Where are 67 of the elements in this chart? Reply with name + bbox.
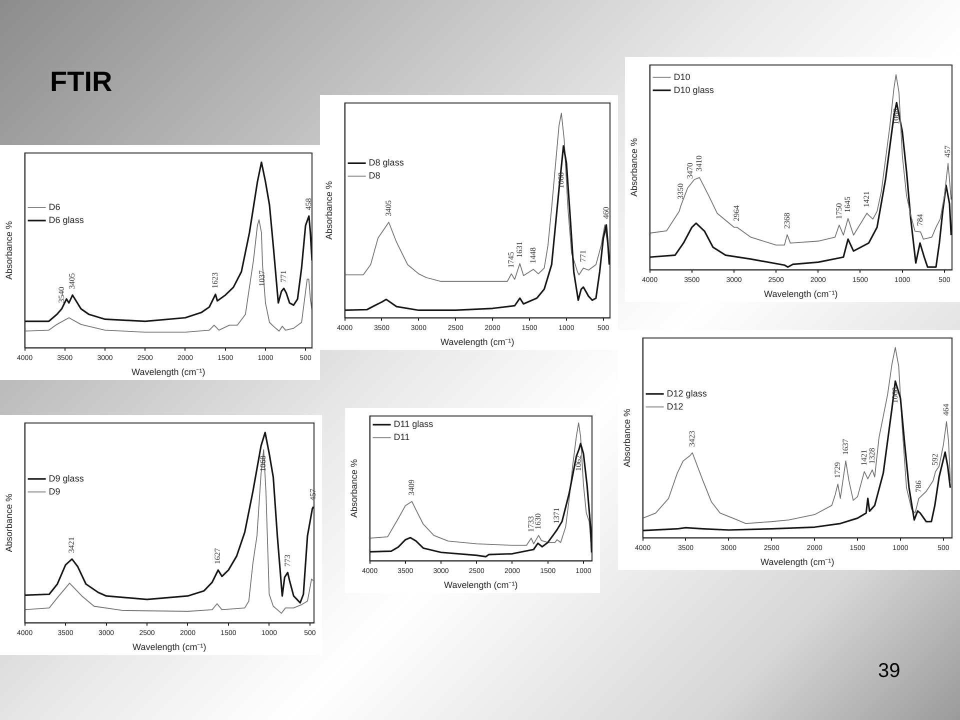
annotation: 1630 bbox=[534, 513, 543, 530]
annotation: 1448 bbox=[528, 247, 538, 264]
legend-label: D11 bbox=[394, 432, 410, 442]
annotation: 1631 bbox=[514, 242, 524, 258]
annotation: 3350 bbox=[676, 183, 686, 200]
x-axis-title: Wavelength (cm⁻¹) bbox=[132, 367, 206, 378]
annotation: 1068 bbox=[258, 456, 268, 472]
y-axis-title: Absorbance % bbox=[348, 459, 359, 518]
annotation: 1062 bbox=[574, 455, 584, 472]
annotation: 3405 bbox=[384, 200, 393, 216]
annotation: 460 bbox=[601, 206, 610, 219]
legend-label: D11 glass bbox=[394, 419, 434, 430]
legend-label: D6 glass bbox=[48, 215, 84, 226]
legend-label: D9 bbox=[48, 486, 60, 496]
annotation: 1645 bbox=[843, 196, 852, 212]
annotation: 464 bbox=[942, 404, 951, 416]
annotation: 3409 bbox=[406, 480, 416, 496]
legend-label: D8 bbox=[368, 170, 380, 181]
annotation: 592 bbox=[930, 454, 940, 466]
legend-label: D6 bbox=[48, 202, 60, 212]
annotation: 2368 bbox=[782, 212, 792, 229]
annotation: 1733 bbox=[526, 516, 536, 532]
x-axis-title: Wavelength (cm⁻¹) bbox=[132, 642, 206, 652]
annotation: 3540 bbox=[56, 286, 66, 303]
legend-label: D10 glass bbox=[674, 84, 714, 95]
annotation: 773 bbox=[282, 554, 292, 567]
y-axis-title: Absorbance % bbox=[4, 221, 14, 280]
x-axis-title: Wavelength (cm⁻¹) bbox=[764, 289, 838, 300]
annotation: 457 bbox=[308, 488, 318, 501]
annotation: 1421 bbox=[859, 450, 868, 466]
y-axis-title: Absorbance % bbox=[622, 408, 632, 468]
annotation: 3423 bbox=[687, 430, 696, 447]
annotation: 784 bbox=[916, 214, 925, 226]
legend-label: D12 glass bbox=[666, 388, 708, 398]
legend-label: D9 glass bbox=[48, 473, 84, 484]
y-axis-title: Absorbance % bbox=[324, 181, 334, 240]
annotation: 3405 bbox=[68, 273, 77, 290]
annotation: 1037 bbox=[258, 270, 267, 286]
x-axis-title: Wavelength (cm⁻¹) bbox=[760, 557, 834, 568]
annotation: 771 bbox=[278, 270, 288, 282]
annotation: 458 bbox=[304, 198, 314, 210]
annotation: 1729 bbox=[832, 462, 842, 478]
annotation: 1328 bbox=[867, 448, 876, 464]
legend-label: D8 glass bbox=[368, 158, 404, 168]
annotation: 457 bbox=[943, 146, 952, 158]
annotation: 1421 bbox=[862, 191, 871, 208]
annotation: 1750 bbox=[834, 203, 844, 220]
annotation: 1371 bbox=[552, 508, 562, 524]
annotation: 786 bbox=[914, 480, 923, 492]
annotation: 1637 bbox=[840, 438, 850, 455]
x-axis-title: Wavelength (cm⁻¹) bbox=[440, 337, 514, 348]
x-axis-title: Wavelength (cm⁻¹) bbox=[444, 580, 518, 590]
annotation: 2964 bbox=[732, 205, 742, 222]
annotation: 771 bbox=[578, 250, 588, 262]
annotation: 1745 bbox=[506, 252, 516, 268]
y-axis-title: Absorbance % bbox=[628, 138, 639, 197]
text: 39 bbox=[878, 660, 900, 683]
annotation: 3421 bbox=[67, 537, 76, 554]
annotation: 1623 bbox=[210, 272, 220, 288]
legend-label: D12 bbox=[666, 401, 684, 412]
annotation: 1627 bbox=[213, 548, 222, 564]
y-axis-title: Absorbance % bbox=[4, 494, 14, 552]
annotation: 3470 bbox=[685, 162, 694, 179]
annotation: 1068 bbox=[556, 172, 566, 188]
text: FTIR bbox=[50, 66, 112, 98]
annotation: 3410 bbox=[694, 156, 704, 172]
legend-label: D10 bbox=[674, 72, 690, 82]
